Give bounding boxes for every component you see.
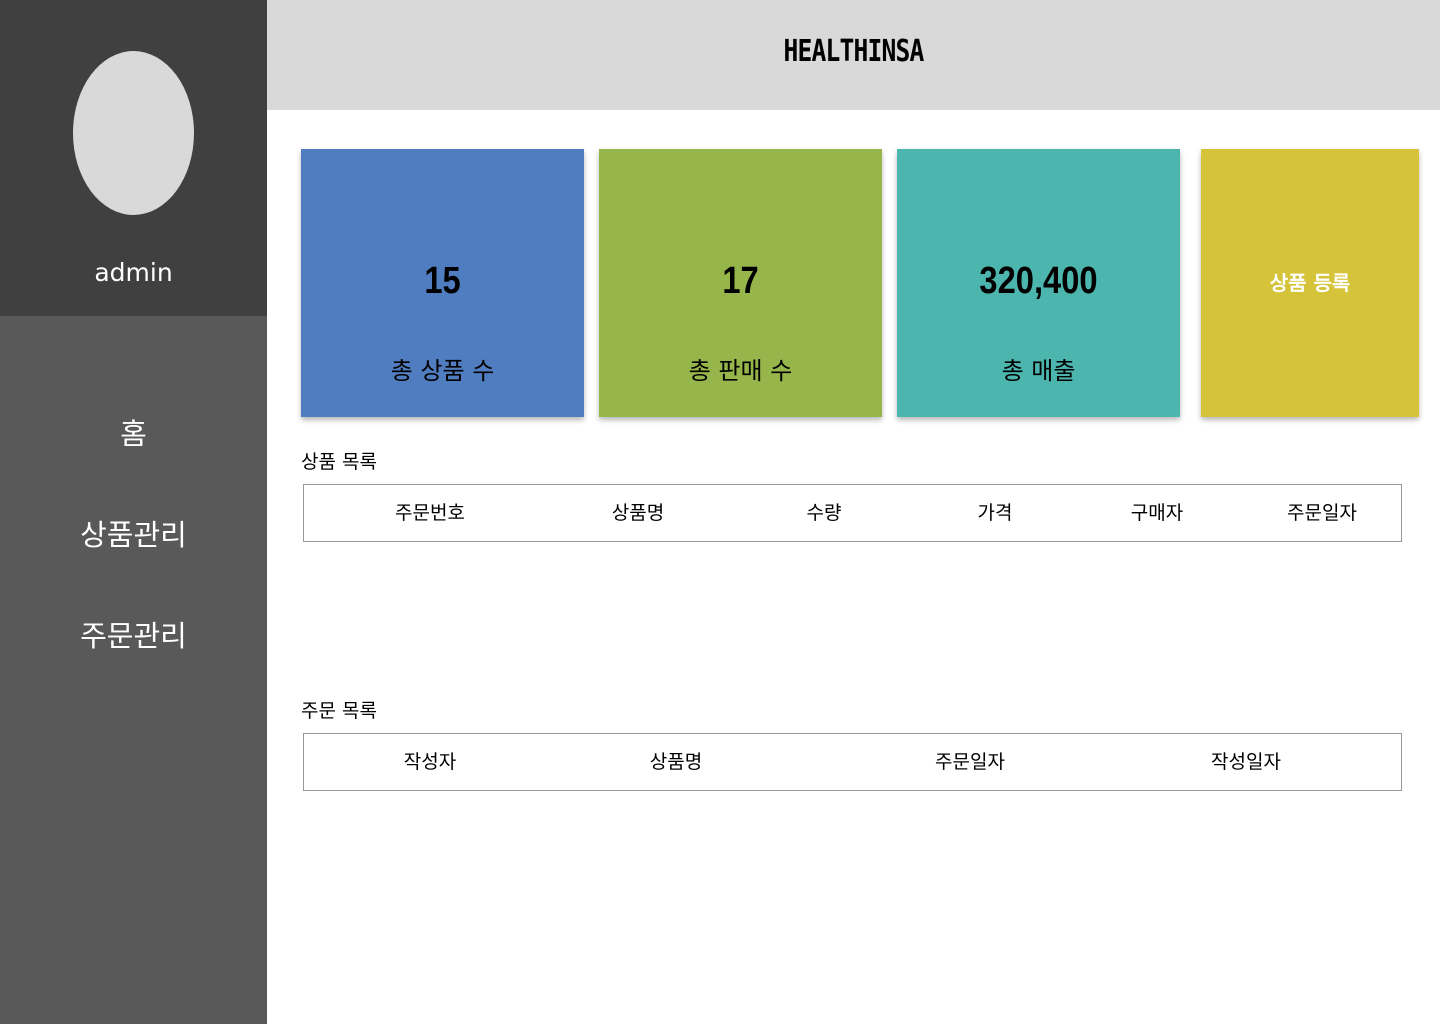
column-header-product-name[interactable]: 상품명 — [611, 502, 665, 524]
stat-card-total-products — [301, 149, 584, 417]
profile-panel: admin — [0, 0, 267, 316]
nav-item-order-management[interactable]: 주문관리 — [80, 619, 187, 653]
column-header-author[interactable]: 작성자 — [403, 751, 457, 773]
column-header-order-number[interactable]: 주문번호 — [395, 502, 465, 524]
column-header-order-date[interactable]: 주문일자 — [1287, 502, 1357, 524]
stat-label-total-products: 총 상품 수 — [390, 357, 495, 385]
stat-label-total-revenue: 총 매출 — [1001, 357, 1076, 385]
sidebar: admin 홈 상품관리 주문관리 — [0, 0, 267, 1024]
top-header: HEALTHINSA — [267, 0, 1440, 110]
product-list-title: 상품 목록 — [301, 451, 377, 473]
column-header-written-date[interactable]: 작성일자 — [1211, 751, 1281, 773]
stat-value-total-sales: 17 — [722, 260, 759, 302]
avatar — [73, 51, 194, 215]
order-list-title: 주문 목록 — [301, 700, 377, 722]
nav-item-product-management[interactable]: 상품관리 — [80, 518, 187, 552]
username: admin — [94, 258, 173, 287]
stat-label-total-sales: 총 판매 수 — [688, 357, 793, 385]
order-list-table-header: 작성자 상품명 주문일자 작성일자 — [303, 733, 1402, 791]
register-product-button[interactable]: 상품 등록 — [1201, 149, 1419, 417]
stat-card-total-revenue — [897, 149, 1180, 417]
product-list-table-header: 주문번호 상품명 수량 가격 구매자 주문일자 — [303, 484, 1402, 542]
brand-logo[interactable]: HEALTHINSA — [783, 34, 925, 69]
column-header-order-date[interactable]: 주문일자 — [935, 751, 1005, 773]
column-header-product-name[interactable]: 상품명 — [649, 751, 703, 773]
column-header-price[interactable]: 가격 — [977, 502, 1013, 524]
stat-value-total-products: 15 — [424, 260, 461, 302]
register-product-label: 상품 등록 — [1269, 271, 1351, 295]
stat-card-total-sales — [599, 149, 882, 417]
column-header-quantity[interactable]: 수량 — [806, 502, 842, 524]
nav-item-home[interactable]: 홈 — [120, 417, 147, 451]
stat-value-total-revenue: 320,400 — [979, 260, 1098, 302]
column-header-buyer[interactable]: 구매자 — [1130, 502, 1184, 524]
